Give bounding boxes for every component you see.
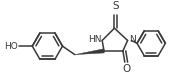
Text: S: S bbox=[112, 1, 119, 11]
Text: HO: HO bbox=[4, 42, 18, 51]
Text: HN: HN bbox=[88, 35, 101, 44]
Text: O: O bbox=[123, 64, 131, 74]
Text: N: N bbox=[129, 35, 136, 44]
Polygon shape bbox=[75, 49, 104, 55]
